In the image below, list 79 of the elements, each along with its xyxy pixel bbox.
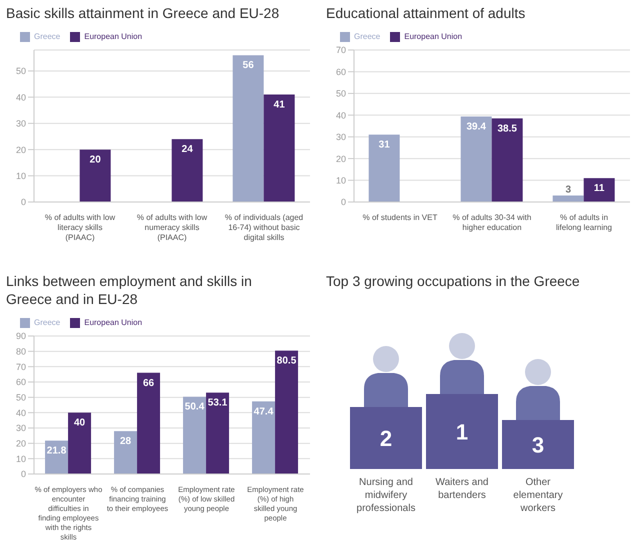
data-label: 28	[120, 436, 132, 448]
data-label: 50.4	[184, 402, 205, 413]
y-tick-label: 20	[16, 438, 26, 449]
y-tick-label: 90	[16, 331, 26, 342]
x-tick-label: % of adults in lifelong learning	[556, 213, 612, 232]
x-tick-label: % of adults with low numeracy skills (PIAAC)	[136, 213, 208, 242]
bar	[584, 178, 615, 202]
legend-label: European Union	[84, 32, 142, 42]
legend-label: Greece	[34, 318, 60, 328]
legend-label: European Union	[404, 32, 462, 42]
bar	[172, 139, 203, 202]
bar	[68, 412, 92, 474]
bar	[460, 116, 492, 202]
y-tick-label: 40	[336, 110, 346, 120]
bar	[114, 431, 138, 474]
bar	[552, 195, 584, 202]
x-tick-label: % of individuals (aged 16-74) without basic digital skills	[224, 213, 304, 242]
data-label: 80.5	[276, 356, 297, 367]
y-tick-label: 60	[16, 377, 26, 388]
y-tick-label: 20	[16, 144, 26, 155]
data-label: 20	[90, 154, 102, 166]
x-tick-label: % of students in VET	[362, 213, 438, 222]
data-label: 47.4	[254, 406, 274, 418]
y-tick-label: 10	[16, 454, 26, 464]
data-label: 2	[380, 426, 392, 451]
y-tick-label: 80	[16, 346, 26, 357]
y-tick-label: 70	[336, 45, 346, 56]
y-tick-label: 0	[20, 197, 26, 208]
bar	[275, 350, 298, 474]
y-tick-label: 0	[20, 469, 26, 480]
x-tick-label: % of adults 30-34 with higher education	[452, 213, 532, 232]
y-tick-label: 30	[16, 118, 26, 129]
legend-label: European Union	[84, 318, 142, 328]
chart-title: Links between employment and skills in Greece and in EU-28	[6, 272, 253, 308]
x-tick-label: % of adults with low literacy skills (PIAAC)	[44, 213, 116, 242]
data-label: 66	[142, 378, 155, 389]
bar	[137, 372, 160, 474]
y-tick-label: 50	[336, 88, 346, 99]
bar	[492, 118, 523, 202]
data-label: 40	[74, 418, 86, 429]
bar	[232, 55, 264, 202]
bar	[206, 392, 230, 474]
y-tick-label: 60	[336, 66, 346, 77]
data-label: 41	[274, 100, 286, 111]
data-label: 3	[565, 184, 572, 196]
y-tick-label: 70	[16, 362, 26, 372]
data-label: 21.8	[46, 446, 67, 457]
category-label: Other elementary workers	[513, 477, 563, 514]
category-label: Nursing and midwifery professionals	[356, 477, 416, 514]
bar	[183, 396, 206, 474]
chart-title: Basic skills attainment in Greece and EU-28	[6, 4, 280, 22]
data-label: 31	[378, 140, 390, 151]
y-tick-label: 40	[16, 408, 26, 418]
chart-title: Educational attainment of adults	[326, 4, 526, 22]
y-tick-label: 30	[336, 132, 346, 142]
y-tick-label: 50	[16, 392, 26, 403]
data-label: 53.1	[208, 398, 228, 409]
y-tick-label: 30	[16, 423, 26, 434]
text: Top 3 growing occupations in the Greece	[326, 272, 581, 290]
legend-label: Greece	[354, 32, 380, 42]
y-tick-label: 50	[16, 66, 26, 76]
bar	[264, 94, 295, 202]
data-label: 56	[242, 60, 254, 72]
data-label: 3	[532, 432, 544, 458]
data-label: 11	[594, 183, 605, 194]
bar	[80, 150, 111, 202]
y-tick-label: 20	[336, 154, 346, 164]
data-label: 24	[182, 144, 194, 156]
y-tick-label: 0	[340, 197, 346, 208]
data-label: 1	[456, 420, 468, 444]
category-label: Waiters and bartenders	[436, 477, 488, 501]
y-tick-label: 10	[16, 170, 26, 181]
data-label: 39.4	[466, 121, 486, 132]
y-tick-label: 10	[336, 175, 346, 186]
bar	[368, 134, 400, 202]
data-label: 38.5	[497, 123, 518, 134]
y-tick-label: 40	[16, 92, 26, 102]
bar	[252, 401, 276, 474]
legend-label: Greece	[34, 32, 60, 42]
